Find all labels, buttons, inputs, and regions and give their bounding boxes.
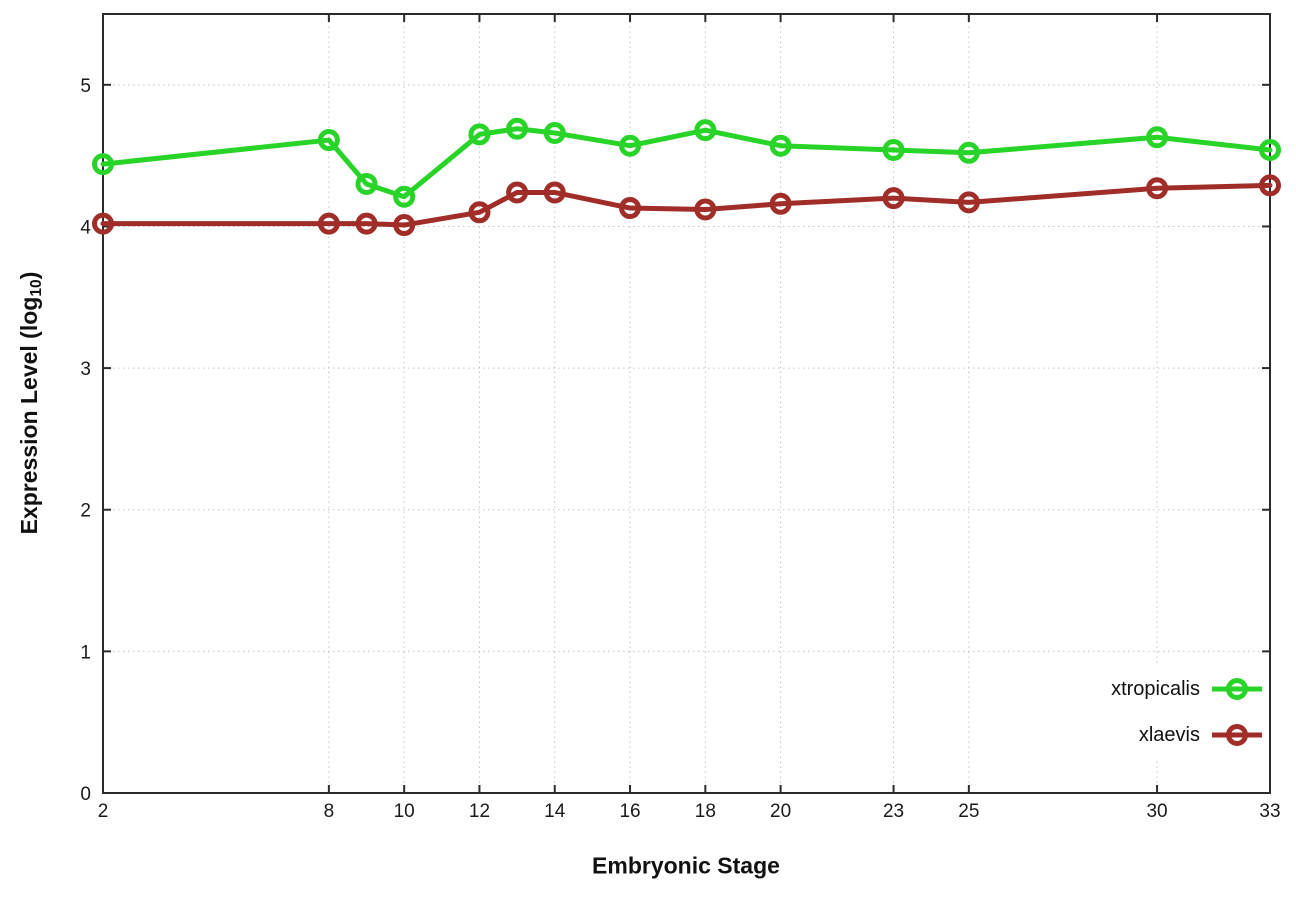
data-point-xlaevis-12 [468, 201, 491, 224]
series-line-xtropicalis [100, 126, 1273, 200]
legend-marker-circle-xlaevis [1226, 724, 1248, 746]
x-tick-label-18: 18 [695, 801, 716, 822]
data-point-xtropicalis-14 [543, 121, 566, 144]
y-tick-label-4: 4 [80, 217, 91, 238]
x-tick-label-20: 20 [770, 801, 791, 822]
data-point-xlaevis-30 [1146, 177, 1169, 200]
x-tick-label-2: 2 [98, 801, 109, 822]
data-point-xlaevis-25 [957, 191, 980, 214]
data-point-xtropicalis-33 [1259, 138, 1281, 161]
data-point-xtropicalis-10 [393, 185, 416, 208]
data-point-xtropicalis-23 [882, 138, 905, 161]
legend-row-xtropicalis: xtropicalis [1111, 675, 1264, 703]
data-point-xlaevis-16 [619, 197, 642, 220]
x-tick-label-12: 12 [469, 801, 490, 822]
x-tick-label-14: 14 [544, 801, 566, 822]
legend-marker-xtropicalis [1212, 678, 1262, 700]
data-point-xlaevis-9 [355, 212, 378, 235]
data-point-xtropicalis-20 [769, 134, 792, 157]
x-tick-label-8: 8 [324, 801, 335, 822]
legend-label-xlaevis: xlaevis [1138, 723, 1200, 746]
y-tick-label-5: 5 [80, 76, 91, 97]
legend-marker-xlaevis [1212, 724, 1262, 746]
data-point-xtropicalis-12 [468, 123, 491, 146]
data-point-xlaevis-23 [882, 187, 905, 210]
x-tick-label-16: 16 [619, 801, 640, 822]
x-tick-label-25: 25 [958, 801, 979, 822]
data-point-xlaevis-14 [543, 181, 566, 204]
data-point-xtropicalis-30 [1146, 126, 1169, 149]
y-tick-label-1: 1 [80, 642, 91, 663]
data-point-xlaevis-18 [694, 198, 717, 221]
y-tick-label-3: 3 [80, 359, 91, 380]
data-point-xtropicalis-16 [619, 134, 642, 157]
data-point-xlaevis-20 [769, 192, 792, 215]
data-point-xtropicalis-9 [355, 172, 378, 195]
x-tick-label-10: 10 [394, 801, 415, 822]
data-point-xlaevis-8 [317, 212, 340, 235]
x-tick-label-23: 23 [883, 801, 904, 822]
data-point-xlaevis-10 [393, 214, 416, 237]
data-point-xlaevis-13 [506, 181, 529, 204]
data-point-xlaevis-33 [1259, 174, 1281, 197]
data-point-xtropicalis-13 [506, 117, 529, 140]
legend: xtropicalis xlaevis [1058, 666, 1264, 758]
x-tick-label-30: 30 [1146, 801, 1167, 822]
data-point-xlaevis-2 [92, 212, 114, 235]
y-axis-label: Expression Level (log10) [16, 272, 46, 535]
legend-marker-circle-xtropicalis [1226, 678, 1248, 700]
y-axis-label-close: ) [15, 271, 42, 280]
y-tick-label-0: 0 [80, 784, 91, 805]
data-point-xtropicalis-2 [92, 153, 114, 176]
data-point-xtropicalis-25 [957, 141, 980, 164]
y-axis-label-subscript: 10 [28, 279, 46, 297]
plot-border [102, 13, 1271, 794]
y-axis-label-text: Expression Level (log [15, 296, 42, 535]
data-point-xtropicalis-18 [694, 119, 717, 142]
series-line-xlaevis [100, 182, 1273, 228]
data-point-xtropicalis-8 [317, 129, 340, 152]
x-axis-label: Embryonic Stage [592, 852, 780, 879]
legend-row-xlaevis: xlaevis [1139, 721, 1264, 749]
y-tick-label-2: 2 [80, 501, 91, 522]
x-tick-label-33: 33 [1259, 801, 1280, 822]
legend-label-xtropicalis: xtropicalis [1111, 677, 1200, 700]
